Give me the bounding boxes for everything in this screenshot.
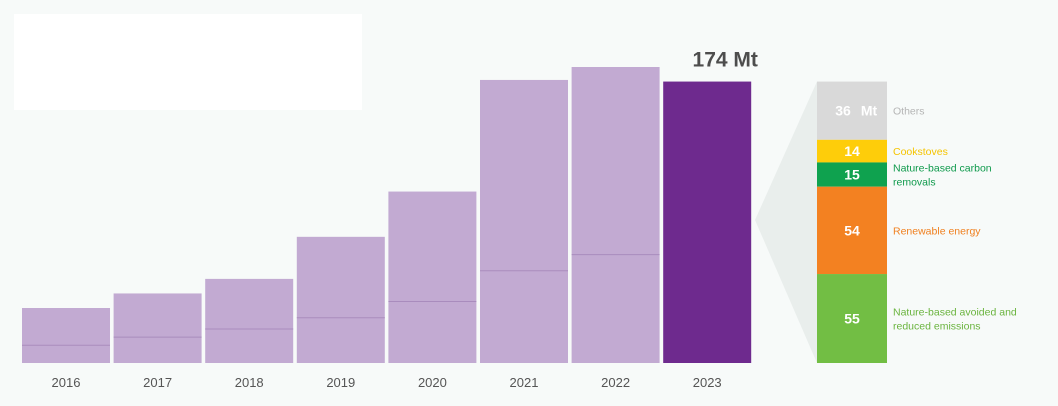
segment-nature-based-avoided-and-reduced-emissions: [817, 274, 887, 363]
legend-label-cookstoves: Cookstoves: [893, 146, 948, 158]
segment-cookstoves: [817, 139, 887, 163]
blank-panel: [14, 14, 362, 110]
highlight-total-label: 174 Mt: [693, 49, 758, 72]
bar-2016: [22, 308, 110, 363]
legend-label-nature-based-carbon-removals: Nature-based carbon removals: [893, 163, 992, 189]
segment-value-cookstoves: 14: [844, 143, 860, 159]
legend-label-nature-based-avoided-and-reduced-emissions: Nature-based avoided and reduced emission…: [893, 307, 1017, 333]
segment-unit-others: Mt: [861, 103, 878, 119]
tick-label-2020: 2020: [418, 375, 447, 390]
segment-value-nature-based-avoided-and-reduced-emissions: 55: [844, 311, 860, 327]
bar-2018: [205, 278, 294, 363]
segment-nature-based-carbon-removals: [817, 162, 887, 187]
segment-others: [817, 81, 887, 140]
tick-label-2023: 2023: [693, 375, 722, 390]
tick-label-2021: 2021: [510, 375, 539, 390]
tick-label-2016: 2016: [52, 375, 81, 390]
tick-label-2022: 2022: [601, 375, 630, 390]
tick-label-2017: 2017: [143, 375, 172, 390]
bar-2020: [388, 191, 477, 363]
legend-label-renewable-energy: Renewable energy: [893, 225, 981, 237]
tick-label-2019: 2019: [326, 375, 355, 390]
segment-value-renewable-energy: 54: [844, 222, 860, 238]
connector-wedge: [755, 81, 817, 364]
tick-label-2018: 2018: [235, 375, 264, 390]
segment-value-nature-based-carbon-removals: 15: [844, 167, 860, 183]
bar-2022: [571, 67, 660, 363]
bar-2023-highlight: [663, 81, 752, 364]
bar-2021: [480, 79, 568, 364]
segment-value-others: 36: [835, 103, 851, 119]
bar-2017: [113, 293, 202, 363]
segment-renewable-energy: [817, 186, 887, 275]
bar-2019: [296, 236, 385, 363]
legend-label-others: Others: [893, 106, 925, 118]
